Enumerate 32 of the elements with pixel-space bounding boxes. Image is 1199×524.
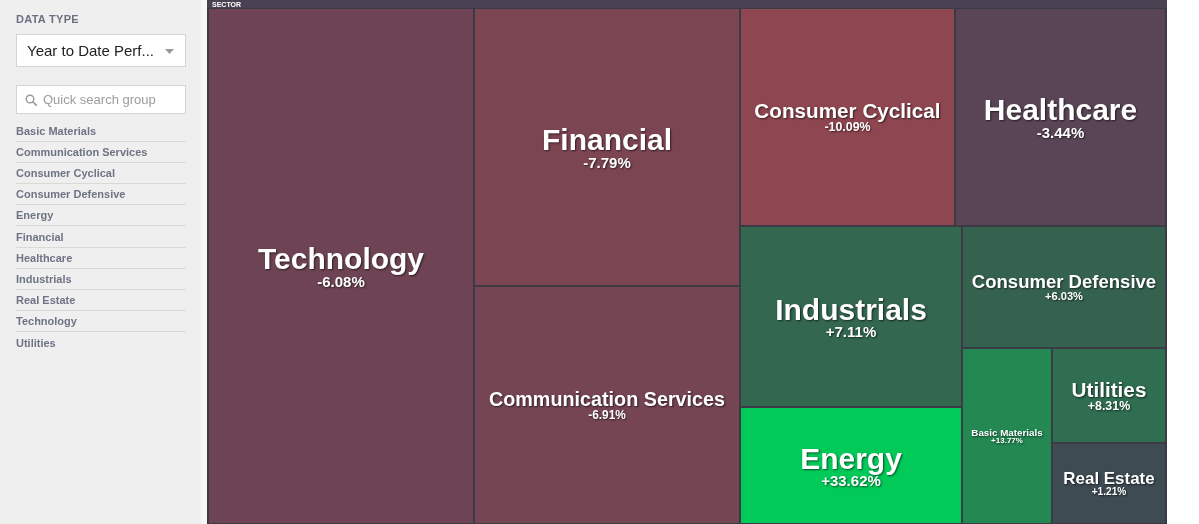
text: Quick search group: [43, 92, 156, 107]
data-label: +1.21%: [1091, 486, 1127, 498]
text: Utilities: [16, 335, 57, 351]
text: Year to Date Perf...: [27, 42, 155, 59]
category-label: Basic Materials: [971, 426, 1044, 438]
text: Communication Services: [16, 141, 186, 163]
category-label: Real Estate: [1063, 468, 1155, 488]
category-label: Consumer Cyclical: [754, 99, 941, 123]
text: Consumer Defensive: [16, 184, 186, 206]
text: Financial: [16, 226, 186, 248]
category-label: Industrials: [775, 292, 927, 326]
data-label: -7.79%: [583, 153, 631, 171]
data-label: -6.08%: [317, 272, 365, 290]
text: DATA TYPE: [16, 13, 79, 25]
text: Basic Materials: [16, 120, 186, 142]
category-label: Consumer Defensive: [971, 270, 1157, 292]
text: Energy: [16, 205, 186, 227]
text: Technology: [16, 311, 186, 333]
data-label: -10.09%: [824, 120, 871, 135]
category-label: Financial: [541, 123, 673, 156]
data-label: +7.11%: [825, 323, 877, 340]
data-label: +6.03%: [1045, 290, 1084, 303]
category-label: Technology: [257, 242, 425, 275]
category-label: Utilities: [1071, 377, 1147, 401]
data-label: +8.31%: [1087, 398, 1131, 413]
data-label: +13.77%: [991, 436, 1023, 446]
category-label: Healthcare: [983, 93, 1138, 126]
text: Healthcare: [16, 247, 186, 269]
text: Industrials: [16, 268, 186, 291]
text: Consumer Cyclical: [16, 162, 186, 185]
data-label: -3.44%: [1036, 123, 1085, 141]
text: Real Estate: [16, 290, 186, 312]
